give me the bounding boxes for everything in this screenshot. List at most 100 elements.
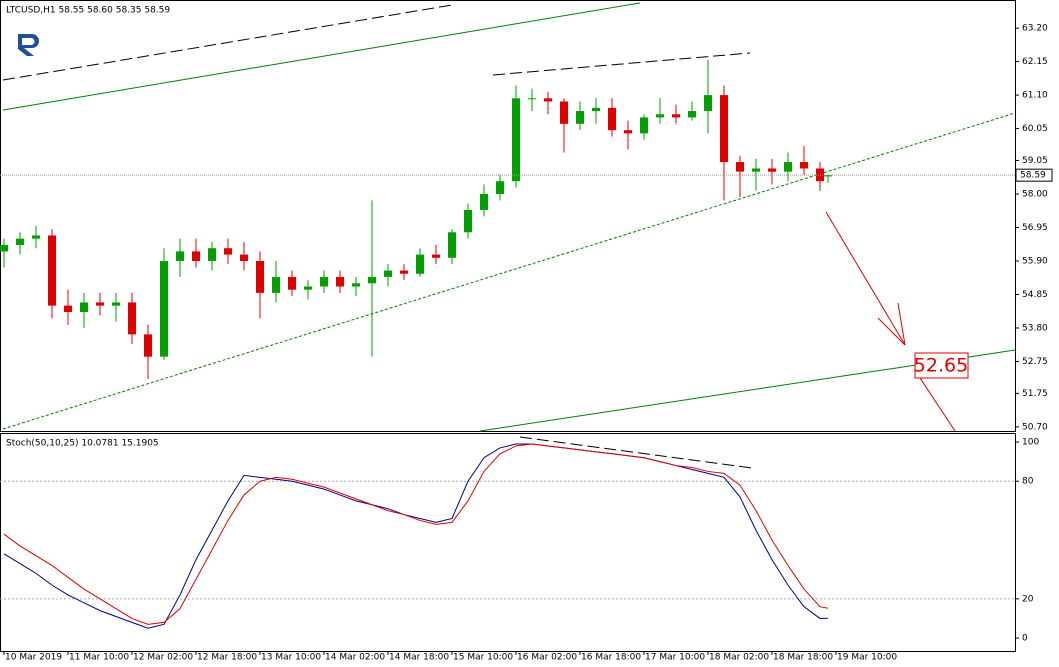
candle-body	[320, 276, 328, 287]
x-tick-label: 12 Mar 02:00	[133, 653, 193, 663]
candle-body	[704, 95, 712, 112]
forecast-arrow	[877, 317, 906, 346]
candle-body	[416, 254, 424, 274]
target-label: 52.65	[914, 355, 968, 377]
candle-body	[400, 270, 408, 274]
candle-body	[784, 162, 792, 172]
x-tick-label: 16 Mar 02:00	[517, 653, 577, 663]
candle-body	[592, 107, 600, 112]
forecast-arrow	[825, 211, 906, 346]
candle-body	[32, 235, 40, 239]
x-tick-label: 18 Mar 02:00	[709, 653, 769, 663]
candle-body	[96, 302, 104, 306]
candle-body	[256, 260, 264, 293]
y-tick-label: 0	[1022, 634, 1028, 644]
x-tick-label: 19 Mar 10:00	[837, 653, 897, 663]
candle-body	[368, 276, 376, 284]
candle-body	[224, 248, 232, 255]
x-tick-label: 16 Mar 18:00	[581, 653, 641, 663]
forecast-arrow	[897, 302, 906, 346]
y-tick-label: 52.75	[1022, 357, 1048, 367]
chart-title: LTCUSD,H1 58.55 58.60 58.35 58.59	[6, 6, 170, 16]
candle-body	[448, 232, 456, 258]
candle-body	[720, 95, 728, 163]
candle-body	[576, 111, 584, 124]
y-tick-label: 80	[1022, 477, 1034, 487]
y-tick-label: 60.05	[1022, 124, 1048, 134]
x-tick-label: 17 Mar 10:00	[645, 653, 705, 663]
candle-body	[384, 270, 392, 277]
trend-line	[2, 112, 1016, 430]
candle-body	[432, 254, 440, 258]
candle-body	[752, 168, 760, 172]
candle-body	[496, 181, 504, 194]
trend-line	[2, 4, 453, 81]
x-tick-label: 14 Mar 18:00	[389, 653, 449, 663]
candle-body	[272, 276, 280, 293]
candle-body	[112, 302, 120, 306]
stoch-line	[3, 443, 829, 625]
y-tick-label: 50.70	[1022, 422, 1048, 432]
candle-body	[480, 193, 488, 210]
y-tick-label: 100	[1022, 438, 1039, 448]
candle-body	[192, 251, 200, 261]
logo	[18, 34, 39, 56]
y-tick-label: 61.10	[1022, 91, 1048, 101]
candle-body	[800, 162, 808, 169]
candle-body	[824, 175, 832, 177]
y-tick-label: 63.20	[1022, 24, 1048, 34]
candle-body	[512, 98, 520, 182]
candle-body	[608, 107, 616, 131]
candle-body	[128, 302, 136, 335]
indicator-title: Stoch(50,10,25) 10.0781 15.1905	[6, 439, 159, 449]
candle-body	[464, 209, 472, 233]
trend-line	[2, 2, 641, 111]
current-price-box	[1015, 168, 1053, 182]
forecast-arrow	[919, 377, 956, 432]
candle-body	[768, 168, 776, 172]
candle-body	[560, 101, 568, 124]
target-box	[914, 352, 969, 379]
candle-body	[640, 117, 648, 134]
candle-body	[304, 286, 312, 290]
candle-body	[544, 98, 552, 102]
current-price-label: 58.59	[1020, 171, 1046, 181]
y-tick-label: 56.95	[1022, 223, 1048, 233]
x-tick-label: 10 Mar 2019	[5, 653, 62, 663]
y-tick-label: 20	[1022, 594, 1034, 604]
candle-body	[336, 276, 344, 287]
y-tick-label: 58.00	[1022, 189, 1048, 199]
trend-line	[492, 52, 751, 76]
x-tick-label: 18 Mar 18:00	[773, 653, 833, 663]
candle-body	[672, 114, 680, 118]
x-tick-label: 14 Mar 02:00	[325, 653, 385, 663]
x-tick-label: 15 Mar 10:00	[453, 653, 513, 663]
y-tick-label: 53.80	[1022, 323, 1048, 333]
stoch-line	[3, 443, 829, 629]
candle-body	[160, 260, 168, 357]
main-panel	[0, 0, 1016, 432]
y-tick-label: 51.75	[1022, 389, 1048, 399]
y-tick-label: 59.05	[1022, 156, 1048, 166]
candle-body	[688, 111, 696, 118]
candle-body	[624, 130, 632, 134]
y-tick-label: 62.15	[1022, 57, 1048, 67]
candle-body	[240, 254, 248, 261]
stoch-panel	[0, 433, 1016, 652]
candle-body	[352, 283, 360, 287]
candle-body	[80, 302, 88, 313]
x-tick-label: 12 Mar 18:00	[197, 653, 257, 663]
candle-body	[48, 235, 56, 306]
candle-body	[16, 238, 24, 246]
trend-line	[519, 436, 753, 469]
y-tick-label: 55.90	[1022, 256, 1048, 266]
candle-body	[64, 305, 72, 313]
candle-body	[736, 162, 744, 172]
candle-body	[176, 251, 184, 261]
x-tick-label: 13 Mar 10:00	[261, 653, 321, 663]
candle-body	[656, 114, 664, 118]
candle-body	[288, 276, 296, 290]
candle-body	[144, 334, 152, 357]
y-tick-label: 54.85	[1022, 290, 1048, 300]
